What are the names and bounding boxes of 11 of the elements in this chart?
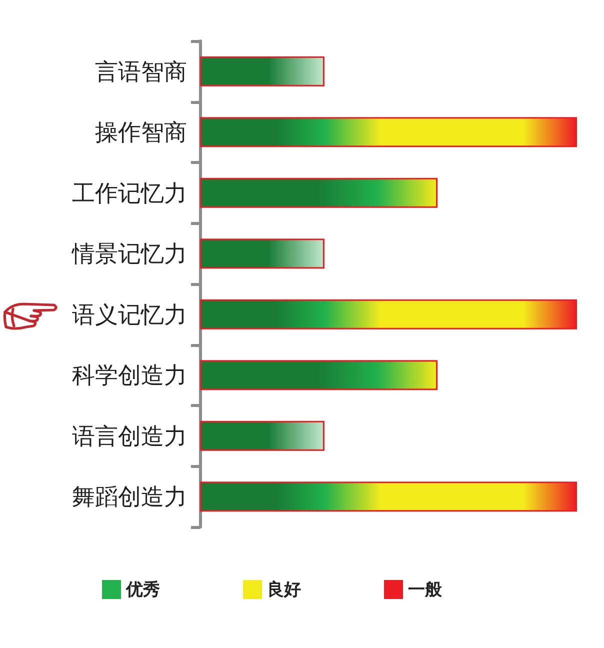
y-tick-label: 语义记忆力 [72,301,187,328]
y-tick-label: 情景记忆力 [71,240,187,267]
y-tick-label: 科学创造力 [72,362,187,388]
legend-label: 一般 [408,580,443,599]
y-tick-label: 言语智商 [95,58,187,84]
y-tick-label: 操作智商 [95,119,187,146]
legend-label: 优秀 [125,580,160,599]
y-tick-label: 舞蹈创造力 [72,484,187,510]
y-tick-label: 语言创造力 [72,422,187,449]
y-tick-label: 工作记忆力 [72,180,187,206]
legend-label: 良好 [267,580,301,599]
